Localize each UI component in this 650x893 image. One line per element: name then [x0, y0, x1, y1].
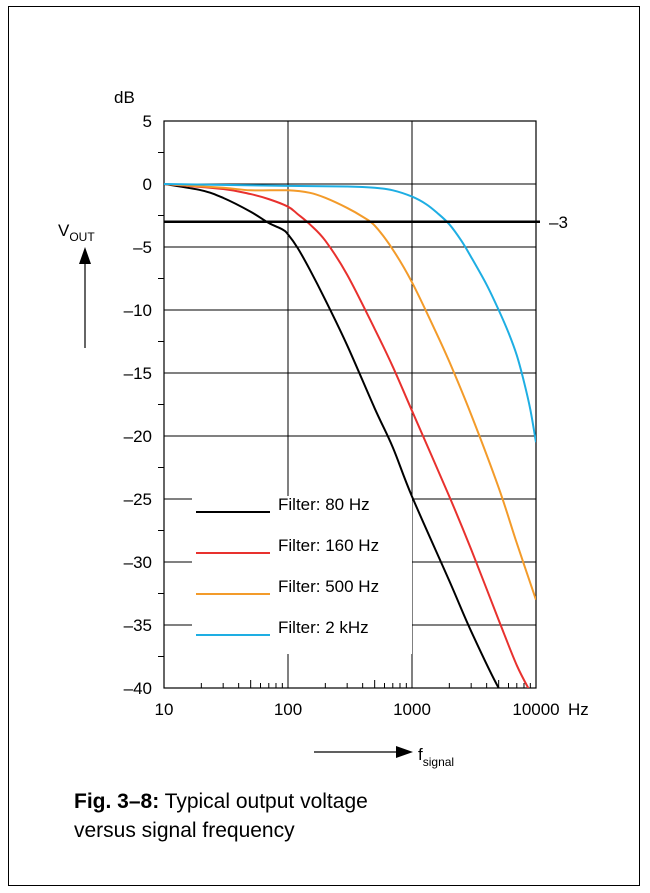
legend-label-4: Filter: 2 kHz: [278, 618, 369, 637]
y-tick-label: –15: [124, 364, 152, 383]
x-unit-label: Hz: [568, 700, 589, 719]
y-tick-label: –10: [124, 301, 152, 320]
x-axis-arrow-head: [396, 746, 413, 758]
y-axis-arrow-head: [79, 247, 91, 264]
x-tick-label: 10000: [512, 700, 559, 719]
series-line-2: [164, 183, 530, 688]
y-axis-title-main: V: [58, 221, 70, 240]
series-line-4: [164, 183, 536, 443]
x-axis-title: fsignal: [418, 745, 454, 769]
caption-text-1: Typical output voltage: [164, 790, 368, 813]
y-axis-title-sub: OUT: [69, 230, 95, 244]
caption-text-2: versus signal frequency: [74, 819, 295, 842]
y-tick-label: 5: [143, 112, 152, 131]
series-line-1: [164, 183, 500, 688]
figure-label: Fig. 3–8:: [74, 790, 160, 813]
legend-label-1: Filter: 80 Hz: [278, 495, 370, 514]
legend-background: [192, 496, 412, 654]
x-axis-title-main: f: [418, 745, 423, 764]
legend-label-2: Filter: 160 Hz: [278, 536, 379, 555]
y-tick-label: –5: [133, 238, 152, 257]
x-axis-title-sub: signal: [423, 755, 454, 769]
y-tick-label: –20: [124, 427, 152, 446]
figure-frame: [8, 6, 640, 886]
legend-label-3: Filter: 500 Hz: [278, 577, 379, 596]
x-tick-label: 100: [274, 700, 302, 719]
y-tick-label: –30: [124, 553, 152, 572]
y-tick-label: –25: [124, 490, 152, 509]
y-tick-label: –40: [124, 679, 152, 698]
x-tick-label: 1000: [393, 700, 431, 719]
caption-line-1: Fig. 3–8: Typical output voltage: [74, 787, 594, 816]
series-line-3: [164, 183, 536, 601]
reference-line-label: –3: [549, 213, 568, 232]
y-tick-label: –35: [124, 616, 152, 635]
x-tick-label: 10: [155, 700, 174, 719]
y-tick-label: 0: [143, 175, 152, 194]
figure-caption: Fig. 3–8: Typical output voltage versus …: [74, 787, 594, 845]
y-unit-label: dB: [114, 88, 135, 107]
y-axis-title: VOUT: [58, 221, 95, 244]
